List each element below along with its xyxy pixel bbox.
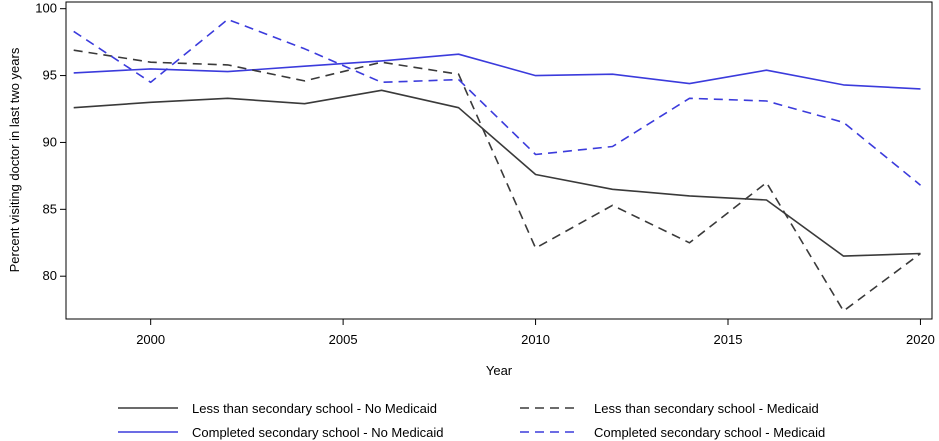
series-line-1: [73, 89, 921, 257]
axis-ticks: 2000 2005 2010 2015 2020 80 85 90 95 100: [35, 1, 935, 347]
series-line-4: [73, 18, 922, 186]
legend-label: Completed secondary school - Medicaid: [594, 425, 825, 440]
y-tick-label: 85: [43, 201, 57, 216]
x-tick-label: 2005: [329, 332, 358, 347]
x-axis-title: Year: [486, 363, 513, 378]
legend-label: Completed secondary school - No Medicaid: [192, 425, 443, 440]
y-tick-label: 80: [43, 268, 57, 283]
x-tick-label: 2000: [136, 332, 165, 347]
series-line-3: [73, 49, 921, 312]
y-tick-label: 95: [43, 68, 57, 83]
x-tick-label: 2010: [521, 332, 550, 347]
legend-label: Less than secondary school - No Medicaid: [192, 401, 437, 416]
plot-frame: [65, 1, 933, 320]
series-lines: [73, 18, 922, 312]
y-tick-label: 90: [43, 134, 57, 149]
y-tick-label: 100: [35, 1, 57, 16]
legend-label: Less than secondary school - Medicaid: [594, 401, 819, 416]
y-axis-title: Percent visiting doctor in last two year…: [7, 47, 22, 272]
x-tick-label: 2015: [714, 332, 743, 347]
series-line-2: [73, 53, 921, 90]
x-tick-label: 2020: [906, 332, 935, 347]
legend: Less than secondary school - No Medicaid…: [118, 401, 825, 440]
